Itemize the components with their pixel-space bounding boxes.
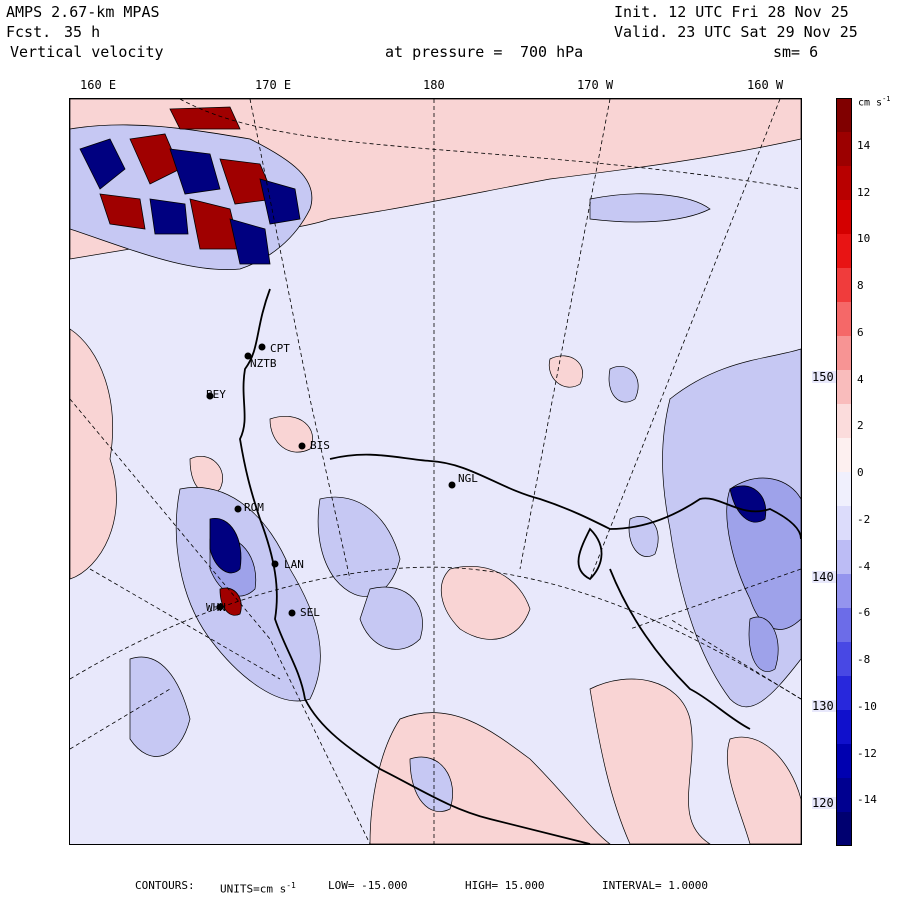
valid-time: Valid. 23 UTC Sat 29 Nov 25 [614,23,858,41]
station-dot-rom [234,505,242,513]
graticule [70,99,801,844]
colorbar-tick-label: 4 [857,372,864,386]
colorbar-tick-label: 12 [857,185,871,199]
colorbar-segment [836,370,852,405]
colorbar-segment [836,132,852,167]
colorbar-unit-exp: -1 [882,95,891,103]
colorbar-segment [836,540,852,575]
footer-interval: INTERVAL= 1.0000 [602,879,708,892]
station-dot-lan [271,560,279,568]
coastal-convection-region [209,485,767,616]
lon-label-170e: 170 E [255,78,292,92]
vertical-velocity-map [69,98,802,845]
colorbar-segment [836,166,852,201]
footer-units: UNITS=cm s-1 [220,880,296,896]
colorbar-tick-label: -6 [857,606,871,620]
pressure-label: at pressure = [385,43,503,61]
colorbar-segment [836,778,852,813]
colorbar-segment [836,642,852,677]
footer-high: HIGH= 15.000 [465,879,545,892]
forecast-label: Fcst. [6,23,52,41]
lon-label-160w: 160 W [747,78,784,92]
lon-label-170w: 170 W [577,78,614,92]
station-dot-ngl [448,481,456,489]
station-label-bey: BEY [206,388,226,401]
colorbar-unit-base: cm s [858,97,883,109]
station-dot-nztb [244,352,252,360]
colorbar-segment [836,472,852,507]
colorbar-border [836,98,852,846]
colorbar-segment [836,710,852,745]
colorbar [836,98,852,846]
station-markers [206,343,456,617]
station-label-lan: LAN [284,558,304,571]
colorbar-tick-label: 2 [857,419,864,433]
station-dot-whn [216,603,224,611]
colorbar-segment [836,268,852,303]
coastline [239,288,801,844]
station-label-sel: SEL [300,606,320,619]
station-label-cpt: CPT [270,342,290,355]
footer-units-label: UNITS=cm s [220,882,287,896]
colorbar-tick-label: -4 [857,559,871,573]
colorbar-tick-label: 0 [857,466,864,479]
intense-vertical-motion-region [70,106,313,271]
colorbar-segment [836,336,852,371]
init-time: Init. 12 UTC Fri 28 Nov 25 [614,3,849,21]
colorbar-units: cm s-1 [858,94,891,108]
colorbar-tick-label: -10 [857,699,877,713]
colorbar-segment [836,302,852,337]
station-dot-cpt [258,343,266,351]
colorbar-segment [836,438,852,473]
colorbar-segment [836,608,852,643]
field-name: Vertical velocity [10,43,164,61]
colorbar-tick-label: -14 [857,793,877,807]
colorbar-segment [836,98,852,133]
model-title: AMPS 2.67-km MPAS [6,3,160,21]
station-label-nztb: NZTB [250,357,277,370]
station-label-whn: WHN [206,601,226,614]
station-label-rom: ROM [244,501,264,514]
colorbar-segment [836,234,852,269]
smoothing-label: sm= 6 [773,43,819,61]
colorbar-tick-label: 14 [857,138,871,152]
colorbar-segment [836,744,852,779]
colorbar-tick-label: 8 [857,279,864,292]
station-label-ngl: NGL [458,472,478,485]
colorbar-segment [836,676,852,711]
colorbar-segment [836,200,852,235]
lon-label-160e: 160 E [80,78,117,92]
colorbar-tick-label: -2 [857,512,871,526]
footer-units-exp: -1 [286,881,296,890]
colorbar-segment [836,574,852,609]
footer-contours: CONTOURS: [135,879,195,892]
footer-low: LOW= -15.000 [328,879,408,892]
pressure-value: 700 hPa [520,43,584,61]
station-dot-bey [206,392,214,400]
colorbar-segment [836,404,852,439]
colorbar-tick-label: 6 [857,325,864,339]
colorbar-segment [836,812,852,846]
lon-label-180: 180 [423,78,445,92]
station-dot-bis [298,442,306,450]
station-dot-sel [288,609,296,617]
forecast-value: 35 h [64,23,101,41]
colorbar-segment [836,506,852,541]
station-label-bis: BIS [310,439,330,452]
colorbar-tick-label: -8 [857,653,871,666]
colorbar-tick-label: -12 [857,746,877,760]
colorbar-tick-label: 10 [857,232,871,246]
